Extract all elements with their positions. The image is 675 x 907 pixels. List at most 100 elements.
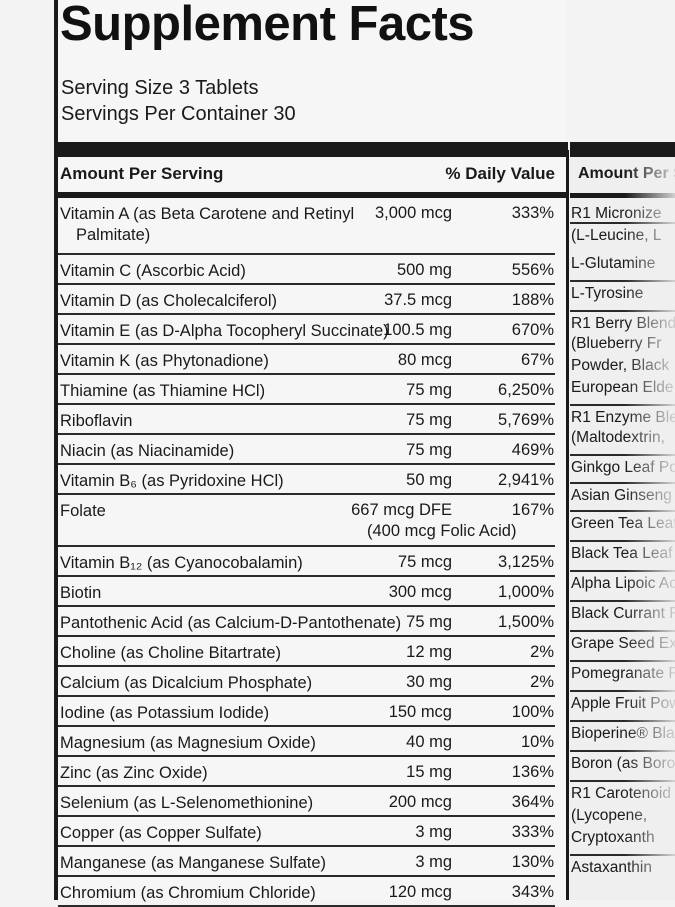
nutrient-name: Pantothenic Acid (as Calcium-D-Pantothen… — [60, 613, 401, 634]
table-row: Chromium (as Chromium Chloride) 120 mcg 34… — [58, 877, 555, 907]
table-row: Vitamin D (as Cholecalciferol) 37.5 mcg 18… — [58, 285, 555, 315]
nutrient-name-line: Iodine (as Potassium Iodide) — [60, 704, 270, 722]
nutrient-name: Niacin (as Niacinamide) — [60, 441, 234, 462]
nutrient-daily-value: 2,941% — [498, 471, 554, 489]
table-row: Vitamin B₆ (as Pyridoxine HCl) 50 mg 2,941… — [58, 465, 555, 495]
nutrient-amount: 75 mg — [406, 381, 452, 399]
nutrient-name-line: Choline (as Choline Bitartrate) — [60, 644, 282, 662]
nutrient-name-line: Chromium (as Chromium Chloride) — [60, 884, 316, 902]
nutrient-daily-value: 130% — [511, 853, 554, 871]
nutrient-amount: 3 mg — [415, 853, 452, 871]
table-row: Manganese (as Manganese Sulfate) 3 mg 130% — [58, 847, 555, 877]
nutrient-name-line: Vitamin K (as Phytonadione) — [60, 352, 269, 370]
curved-edge-fade — [625, 157, 675, 900]
header-amount-per-serving: Amount Per Serving — [60, 164, 224, 183]
nutrient-amount: 75 mg — [406, 411, 452, 429]
nutrient-name: Vitamin B₁₂ (as Cyanocobalamin) — [60, 553, 303, 574]
table-row: Vitamin E (as D-Alpha Tocopheryl Succina… — [58, 315, 555, 345]
table-row: Thiamine (as Thiamine HCl) 75 mg 6,250% — [58, 375, 555, 405]
second-column-divider — [570, 630, 675, 632]
table-row: Selenium (as L-Selenomethionine) 200 mcg 3… — [58, 787, 555, 817]
nutrient-daily-value: 6,250% — [498, 381, 554, 399]
second-column-divider — [570, 600, 675, 602]
nutrient-amount: 40 mg — [406, 733, 452, 751]
nutrient-name-line: Vitamin B₆ (as Pyridoxine HCl) — [60, 472, 284, 490]
nutrient-daily-value: 188% — [511, 291, 554, 309]
nutrient-amount: 300 mcg — [388, 583, 452, 601]
nutrient-name: Thiamine (as Thiamine HCl) — [60, 381, 265, 402]
second-column-divider — [570, 222, 675, 224]
nutrient-name-line: Palmitate) — [76, 226, 151, 244]
header-divider — [58, 192, 568, 198]
nutrient-name: Vitamin E (as D-Alpha Tocopheryl Succina… — [60, 321, 389, 342]
nutrient-amount: 100.5 mg — [383, 321, 452, 339]
nutrient-amount: 3 mg — [415, 823, 452, 841]
table-row: Calcium (as Dicalcium Phosphate) 30 mg 2% — [58, 667, 555, 697]
nutrient-daily-value: 670% — [511, 321, 554, 339]
nutrient-daily-value: 10% — [520, 733, 554, 751]
nutrient-name: Vitamin D (as Cholecalciferol) — [60, 291, 277, 312]
nutrient-name: Selenium (as L-Selenomethionine) — [60, 793, 313, 814]
table-row: Biotin 300 mcg 1,000% — [58, 577, 555, 607]
nutrient-amount: 80 mcg — [397, 351, 452, 369]
nutrient-amount: 667 mcg DFE — [351, 501, 452, 519]
servings-per-container: Servings Per Container 30 — [61, 103, 296, 125]
second-column-divider — [570, 720, 675, 722]
nutrient-daily-value: 364% — [511, 793, 554, 811]
nutrient-amount: 37.5 mcg — [384, 291, 452, 309]
nutrient-name-line: Biotin — [60, 584, 102, 602]
nutrient-name-line: Vitamin E (as D-Alpha Tocopheryl Succina… — [60, 322, 389, 340]
nutrient-daily-value: 3,125% — [498, 553, 554, 571]
nutrient-name-line: Vitamin B₁₂ (as Cyanocobalamin) — [60, 554, 303, 572]
nutrient-name-line: Folate — [60, 502, 106, 520]
nutrient-amount: 200 mcg — [388, 793, 452, 811]
nutrient-name: Magnesium (as Magnesium Oxide) — [60, 733, 316, 754]
second-column-divider — [570, 510, 675, 512]
nutrient-name-line: Selenium (as L-Selenomethionine) — [60, 794, 314, 812]
table-row: Magnesium (as Magnesium Oxide) 40 mg 10% — [58, 727, 555, 757]
second-column-divider — [570, 280, 675, 282]
nutrient-name-line: Magnesium (as Magnesium Oxide) — [60, 734, 316, 752]
nutrient-name: Folate — [60, 501, 106, 522]
nutrient-amount: 120 mcg — [388, 883, 452, 901]
thick-divider — [58, 142, 568, 157]
nutrient-amount: 3,000 mcg — [374, 204, 452, 222]
nutrient-amount-note: (400 mcg Folic Acid) — [367, 522, 517, 540]
nutrient-daily-value: 2% — [530, 673, 554, 691]
nutrient-amount: 75 mcg — [397, 553, 452, 571]
table-row: Iodine (as Potassium Iodide) 150 mcg 100% — [58, 697, 555, 727]
nutrient-name-line: Niacin (as Niacinamide) — [60, 442, 235, 460]
panel-left-border — [54, 0, 58, 900]
nutrient-name: Manganese (as Manganese Sulfate) — [60, 853, 326, 874]
table-row: Vitamin B₁₂ (as Cyanocobalamin) 75 mcg 3,1… — [58, 547, 555, 577]
second-column-header-divider — [570, 193, 675, 198]
second-column-divider — [570, 750, 675, 752]
second-column-divider — [570, 570, 675, 572]
nutrient-name: Vitamin B₆ (as Pyridoxine HCl) — [60, 471, 284, 492]
nutrient-name: Vitamin A (as Beta Carotene and Retinyl P… — [60, 204, 354, 246]
nutrient-daily-value: 343% — [511, 883, 554, 901]
nutrient-name: Zinc (as Zinc Oxide) — [60, 763, 208, 784]
nutrient-amount: 30 mg — [406, 673, 452, 691]
nutrient-name-line: Thiamine (as Thiamine HCl) — [60, 382, 266, 400]
nutrient-name-line: Vitamin A (as Beta Carotene and Retinyl — [60, 205, 355, 223]
nutrient-name-line: Manganese (as Manganese Sulfate) — [60, 854, 326, 872]
nutrient-amount: 500 mg — [396, 261, 452, 279]
nutrient-name-line: Pantothenic Acid (as Calcium-D-Pantothen… — [60, 614, 402, 632]
table-row: Vitamin C (Ascorbic Acid) 500 mg 556% — [58, 255, 555, 285]
second-column-divider — [570, 660, 675, 662]
table-row: Vitamin A (as Beta Carotene and Retinyl P… — [58, 198, 555, 255]
nutrient-name-line: Vitamin C (Ascorbic Acid) — [60, 262, 246, 280]
nutrient-name: Iodine (as Potassium Iodide) — [60, 703, 269, 724]
second-column: Amount Per Se R1 Micronize(L-Leucine, LL… — [570, 157, 675, 900]
nutrient-daily-value: 167% — [511, 501, 554, 519]
nutrient-daily-value: 5,769% — [498, 411, 554, 429]
nutrient-daily-value: 67% — [520, 351, 554, 369]
nutrient-daily-value: 469% — [511, 441, 554, 459]
nutrient-amount: 12 mg — [406, 643, 452, 661]
nutrient-name: Riboflavin — [60, 411, 132, 432]
nutrient-daily-value: 333% — [511, 823, 554, 841]
nutrient-name-line: Vitamin D (as Cholecalciferol) — [60, 292, 278, 310]
table-row: Choline (as Choline Bitartrate) 12 mg 2% — [58, 637, 555, 667]
nutrient-daily-value: 333% — [511, 204, 554, 222]
